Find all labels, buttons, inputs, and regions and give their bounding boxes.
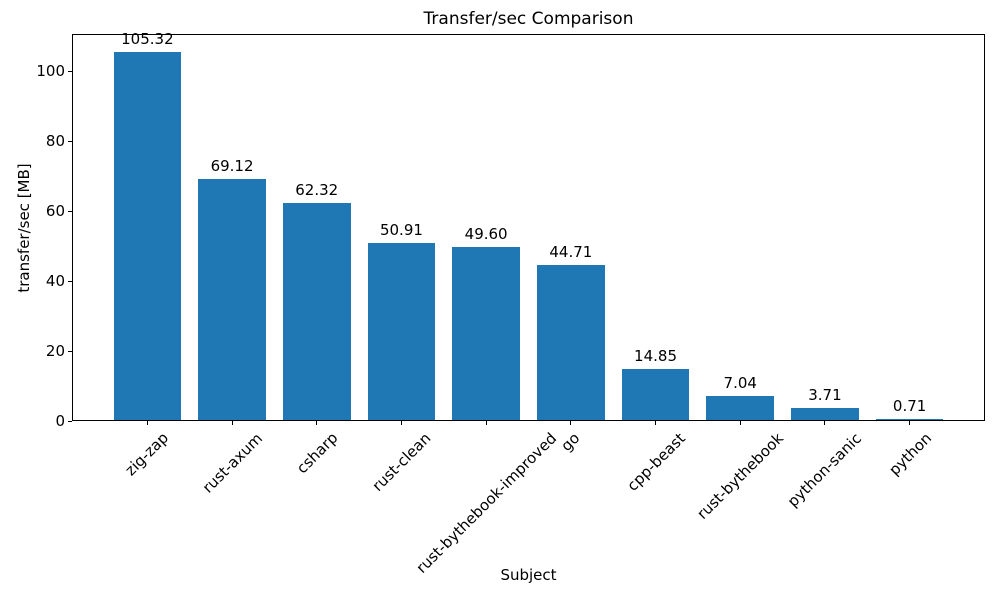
bar-value-label: 50.91 (379, 220, 423, 239)
x-tick-label: rust-bythebook (693, 428, 788, 523)
bar-rust-bythebook (706, 396, 775, 420)
y-tick-label: 0 (55, 412, 65, 430)
bar-value-label: 14.85 (634, 347, 677, 366)
x-tick-label: python-sanic (784, 429, 866, 511)
y-tick (68, 350, 72, 352)
x-tick-label: cpp-beast (623, 428, 689, 495)
bar-rust-axum (198, 179, 266, 420)
x-tick-label: rust-axum (198, 428, 266, 497)
y-tick (68, 420, 72, 422)
x-tick-label: go (557, 429, 584, 456)
bar-value-label: 44.71 (549, 242, 593, 261)
x-tick-label: rust-bythebook-improved (412, 429, 560, 577)
y-tick (68, 210, 72, 212)
y-tick-label: 100 (36, 62, 65, 81)
y-tick-label: 60 (45, 202, 65, 221)
bar-value-label: 7.04 (723, 374, 757, 393)
x-tick (655, 421, 657, 425)
x-tick (485, 421, 487, 425)
x-tick (400, 421, 402, 425)
x-tick (909, 421, 911, 425)
x-tick (231, 421, 233, 425)
bar-value-label: 3.71 (808, 386, 842, 405)
bar-rust-bythebook-improved (452, 247, 521, 420)
bar-value-label: 105.32 (121, 30, 174, 49)
bar-csharp (282, 202, 351, 420)
x-tick-label: csharp (292, 428, 342, 478)
y-tick (68, 140, 72, 142)
x-axis-label: Subject (500, 566, 557, 584)
y-tick-label: 80 (45, 132, 65, 151)
x-tick (316, 421, 318, 425)
chart-title: Transfer/sec Comparison (423, 9, 634, 29)
bar-python (875, 418, 944, 420)
bar-cpp-beast (621, 369, 690, 420)
y-tick-label: 40 (45, 272, 65, 291)
bar-value-label: 62.32 (295, 180, 339, 199)
bar-value-label: 0.71 (892, 396, 927, 415)
x-tick-label: rust-clean (368, 428, 435, 495)
bar-zig-zap (113, 52, 182, 420)
x-tick (570, 421, 572, 425)
x-tick (824, 421, 826, 425)
bar-rust-clean (367, 242, 436, 420)
y-tick-label: 20 (45, 342, 65, 360)
bar-python-sanic (791, 408, 859, 420)
x-tick (739, 421, 741, 425)
x-tick-label: python (884, 428, 935, 479)
y-tick (68, 70, 72, 72)
bar-value-label: 49.60 (464, 225, 508, 244)
x-tick (146, 421, 148, 425)
y-tick (68, 280, 72, 282)
bar-go (536, 264, 605, 420)
x-tick-label: zig-zap (121, 429, 173, 480)
bar-value-label: 69.12 (210, 157, 254, 176)
